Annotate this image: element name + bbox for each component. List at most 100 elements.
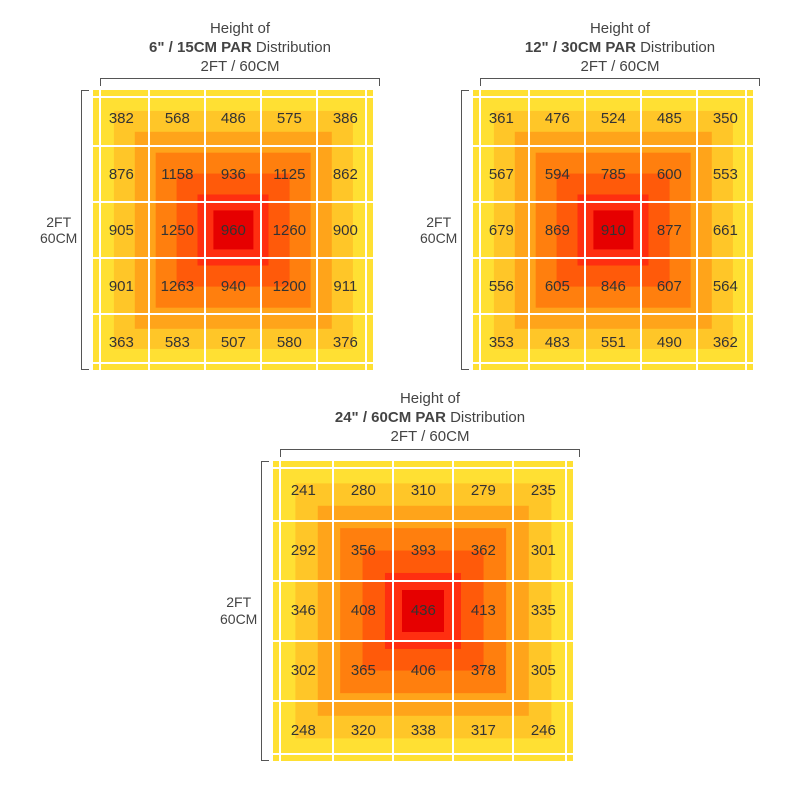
par-value: 362 — [697, 314, 753, 370]
par-value: 241 — [273, 461, 333, 521]
side-label: 2FT60CM — [220, 594, 257, 626]
top-area: Height of12" / 30CM PAR Distribution2FT … — [480, 20, 760, 90]
spacer — [220, 390, 280, 460]
par-value: 575 — [261, 90, 317, 146]
par-value: 869 — [529, 202, 585, 258]
par-value: 476 — [529, 90, 585, 146]
title-line2: 12" / 30CM PAR Distribution — [480, 39, 760, 58]
par-value: 960 — [205, 202, 261, 258]
title-bold: 6" / 15CM PAR — [149, 39, 252, 56]
par-value: 1263 — [149, 258, 205, 314]
par-value: 393 — [393, 521, 453, 581]
par-value: 406 — [393, 641, 453, 701]
par-value: 936 — [205, 146, 261, 202]
par-value: 376 — [317, 314, 373, 370]
chart-assembly: Height of24" / 60CM PAR Distribution2FT … — [220, 390, 580, 760]
title-line3: 2FT / 60CM — [100, 58, 380, 77]
par-value: 356 — [333, 521, 393, 581]
par-value: 551 — [585, 314, 641, 370]
par-value: 661 — [697, 202, 753, 258]
side-label-line1: 2FT — [220, 594, 257, 610]
par-value: 350 — [697, 90, 753, 146]
top-bracket — [280, 449, 580, 457]
par-value: 413 — [453, 581, 513, 641]
par-value: 408 — [333, 581, 393, 641]
par-value: 900 — [317, 202, 373, 258]
par-value: 901 — [93, 258, 149, 314]
value-grid: 3614765244853505675947856005536798699108… — [473, 90, 753, 370]
top-bracket — [100, 78, 380, 86]
chart-6in: Height of6" / 15CM PAR Distribution2FT /… — [40, 20, 380, 370]
par-value: 365 — [333, 641, 393, 701]
title-line3: 2FT / 60CM — [280, 428, 580, 447]
par-value: 1200 — [261, 258, 317, 314]
title-after-bold: Distribution — [636, 39, 715, 56]
par-value: 877 — [641, 202, 697, 258]
chart-body-row: 2FT60CM382568486575386876115893611258629… — [40, 90, 380, 370]
top-bracket — [480, 78, 760, 86]
side-label-line2: 60CM — [420, 230, 457, 246]
left-label-wrap: 2FT60CM — [40, 90, 89, 370]
chart-assembly: Height of6" / 15CM PAR Distribution2FT /… — [40, 20, 380, 370]
par-value: 568 — [149, 90, 205, 146]
par-value: 279 — [453, 461, 513, 521]
chart-title: Height of6" / 15CM PAR Distribution2FT /… — [100, 20, 380, 76]
title-line2: 24" / 60CM PAR Distribution — [280, 409, 580, 428]
side-label-line1: 2FT — [40, 214, 77, 230]
par-value: 335 — [513, 581, 573, 641]
heatmap: 3825684865753868761158936112586290512509… — [93, 90, 373, 370]
par-value: 1125 — [261, 146, 317, 202]
heatmap: 2412803102792352923563933623013464084364… — [273, 461, 573, 761]
spacer — [420, 20, 480, 90]
title-bold: 12" / 30CM PAR — [525, 39, 636, 56]
par-value: 246 — [513, 701, 573, 761]
chart-title: Height of12" / 30CM PAR Distribution2FT … — [480, 20, 760, 76]
par-value: 353 — [473, 314, 529, 370]
par-value: 876 — [93, 146, 149, 202]
bottom-row: Height of24" / 60CM PAR Distribution2FT … — [10, 390, 790, 760]
par-value: 301 — [513, 521, 573, 581]
par-value: 362 — [453, 521, 513, 581]
par-value: 905 — [93, 202, 149, 258]
par-value: 338 — [393, 701, 453, 761]
top-row: Height of6" / 15CM PAR Distribution2FT /… — [10, 20, 790, 370]
par-value: 553 — [697, 146, 753, 202]
par-value: 600 — [641, 146, 697, 202]
title-line1: Height of — [100, 20, 380, 39]
par-value: 1250 — [149, 202, 205, 258]
par-value: 679 — [473, 202, 529, 258]
title-bold: 24" / 60CM PAR — [335, 409, 446, 426]
title-line2: 6" / 15CM PAR Distribution — [100, 39, 380, 58]
par-value: 280 — [333, 461, 393, 521]
top-row-wrap: Height of24" / 60CM PAR Distribution2FT … — [220, 390, 580, 460]
side-label-line1: 2FT — [420, 214, 457, 230]
par-value: 485 — [641, 90, 697, 146]
par-value: 363 — [93, 314, 149, 370]
par-value: 436 — [393, 581, 453, 641]
par-value: 486 — [205, 90, 261, 146]
par-value: 580 — [261, 314, 317, 370]
par-value: 911 — [317, 258, 373, 314]
chart-24in: Height of24" / 60CM PAR Distribution2FT … — [220, 390, 580, 760]
par-value: 940 — [205, 258, 261, 314]
left-bracket — [461, 90, 469, 370]
par-value: 317 — [453, 701, 513, 761]
par-value: 785 — [585, 146, 641, 202]
title-line3: 2FT / 60CM — [480, 58, 760, 77]
value-grid: 3825684865753868761158936112586290512509… — [93, 90, 373, 370]
par-value: 1260 — [261, 202, 317, 258]
par-value: 607 — [641, 258, 697, 314]
side-label: 2FT60CM — [420, 214, 457, 246]
par-value: 378 — [453, 641, 513, 701]
par-value: 305 — [513, 641, 573, 701]
par-value: 302 — [273, 641, 333, 701]
par-value: 583 — [149, 314, 205, 370]
par-value: 564 — [697, 258, 753, 314]
par-value: 1158 — [149, 146, 205, 202]
left-bracket — [81, 90, 89, 370]
title-after-bold: Distribution — [446, 409, 525, 426]
top-area: Height of6" / 15CM PAR Distribution2FT /… — [100, 20, 380, 90]
par-value: 310 — [393, 461, 453, 521]
par-value: 862 — [317, 146, 373, 202]
heatmap: 3614765244853505675947856005536798699108… — [473, 90, 753, 370]
